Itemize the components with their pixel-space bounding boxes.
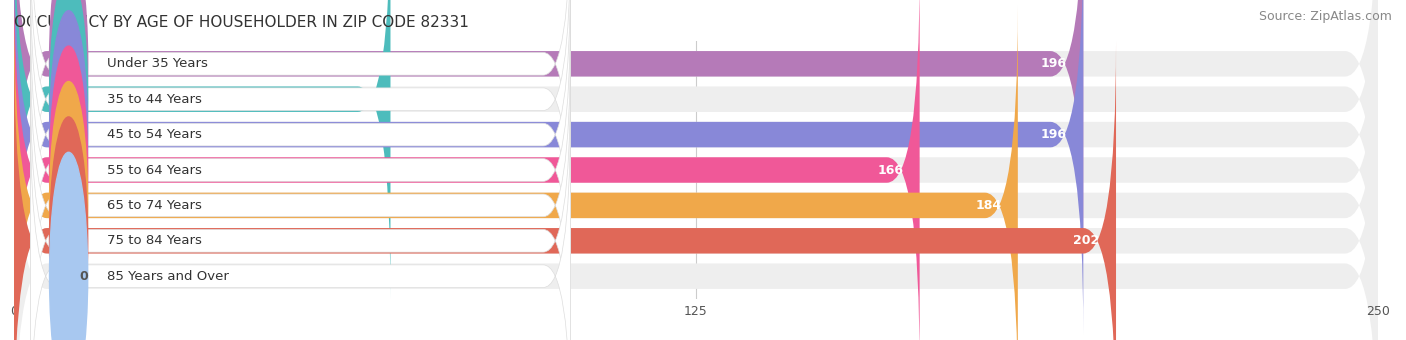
Text: 166: 166 bbox=[877, 164, 903, 176]
FancyBboxPatch shape bbox=[14, 0, 1378, 264]
FancyBboxPatch shape bbox=[31, 0, 571, 265]
Circle shape bbox=[49, 0, 87, 223]
Text: Under 35 Years: Under 35 Years bbox=[107, 57, 208, 70]
FancyBboxPatch shape bbox=[14, 0, 391, 299]
FancyBboxPatch shape bbox=[14, 0, 920, 340]
Text: 184: 184 bbox=[976, 199, 1001, 212]
FancyBboxPatch shape bbox=[14, 41, 1378, 340]
FancyBboxPatch shape bbox=[14, 0, 1378, 299]
FancyBboxPatch shape bbox=[14, 6, 1378, 340]
Circle shape bbox=[49, 0, 87, 188]
Circle shape bbox=[49, 117, 87, 340]
Circle shape bbox=[49, 152, 87, 340]
FancyBboxPatch shape bbox=[14, 0, 1378, 334]
FancyBboxPatch shape bbox=[31, 40, 571, 340]
Text: 35 to 44 Years: 35 to 44 Years bbox=[107, 93, 201, 106]
Text: 45 to 54 Years: 45 to 54 Years bbox=[107, 128, 201, 141]
Text: OCCUPANCY BY AGE OF HOUSEHOLDER IN ZIP CODE 82331: OCCUPANCY BY AGE OF HOUSEHOLDER IN ZIP C… bbox=[14, 15, 470, 30]
Text: 0: 0 bbox=[80, 270, 89, 283]
FancyBboxPatch shape bbox=[31, 0, 571, 300]
Text: 202: 202 bbox=[1073, 234, 1099, 247]
FancyBboxPatch shape bbox=[31, 75, 571, 340]
Circle shape bbox=[49, 46, 87, 294]
Text: 65 to 74 Years: 65 to 74 Years bbox=[107, 199, 201, 212]
FancyBboxPatch shape bbox=[14, 0, 1083, 264]
Circle shape bbox=[49, 82, 87, 329]
FancyBboxPatch shape bbox=[14, 76, 1378, 340]
Circle shape bbox=[49, 11, 87, 258]
Text: 69: 69 bbox=[357, 93, 374, 106]
FancyBboxPatch shape bbox=[14, 41, 1116, 340]
FancyBboxPatch shape bbox=[31, 4, 571, 336]
Text: 196: 196 bbox=[1040, 128, 1067, 141]
FancyBboxPatch shape bbox=[31, 0, 571, 230]
Text: 55 to 64 Years: 55 to 64 Years bbox=[107, 164, 201, 176]
Text: 75 to 84 Years: 75 to 84 Years bbox=[107, 234, 201, 247]
FancyBboxPatch shape bbox=[14, 0, 1083, 334]
Text: 85 Years and Over: 85 Years and Over bbox=[107, 270, 229, 283]
FancyBboxPatch shape bbox=[14, 0, 1378, 340]
FancyBboxPatch shape bbox=[14, 6, 1018, 340]
Text: 196: 196 bbox=[1040, 57, 1067, 70]
FancyBboxPatch shape bbox=[31, 110, 571, 340]
Text: Source: ZipAtlas.com: Source: ZipAtlas.com bbox=[1258, 10, 1392, 23]
